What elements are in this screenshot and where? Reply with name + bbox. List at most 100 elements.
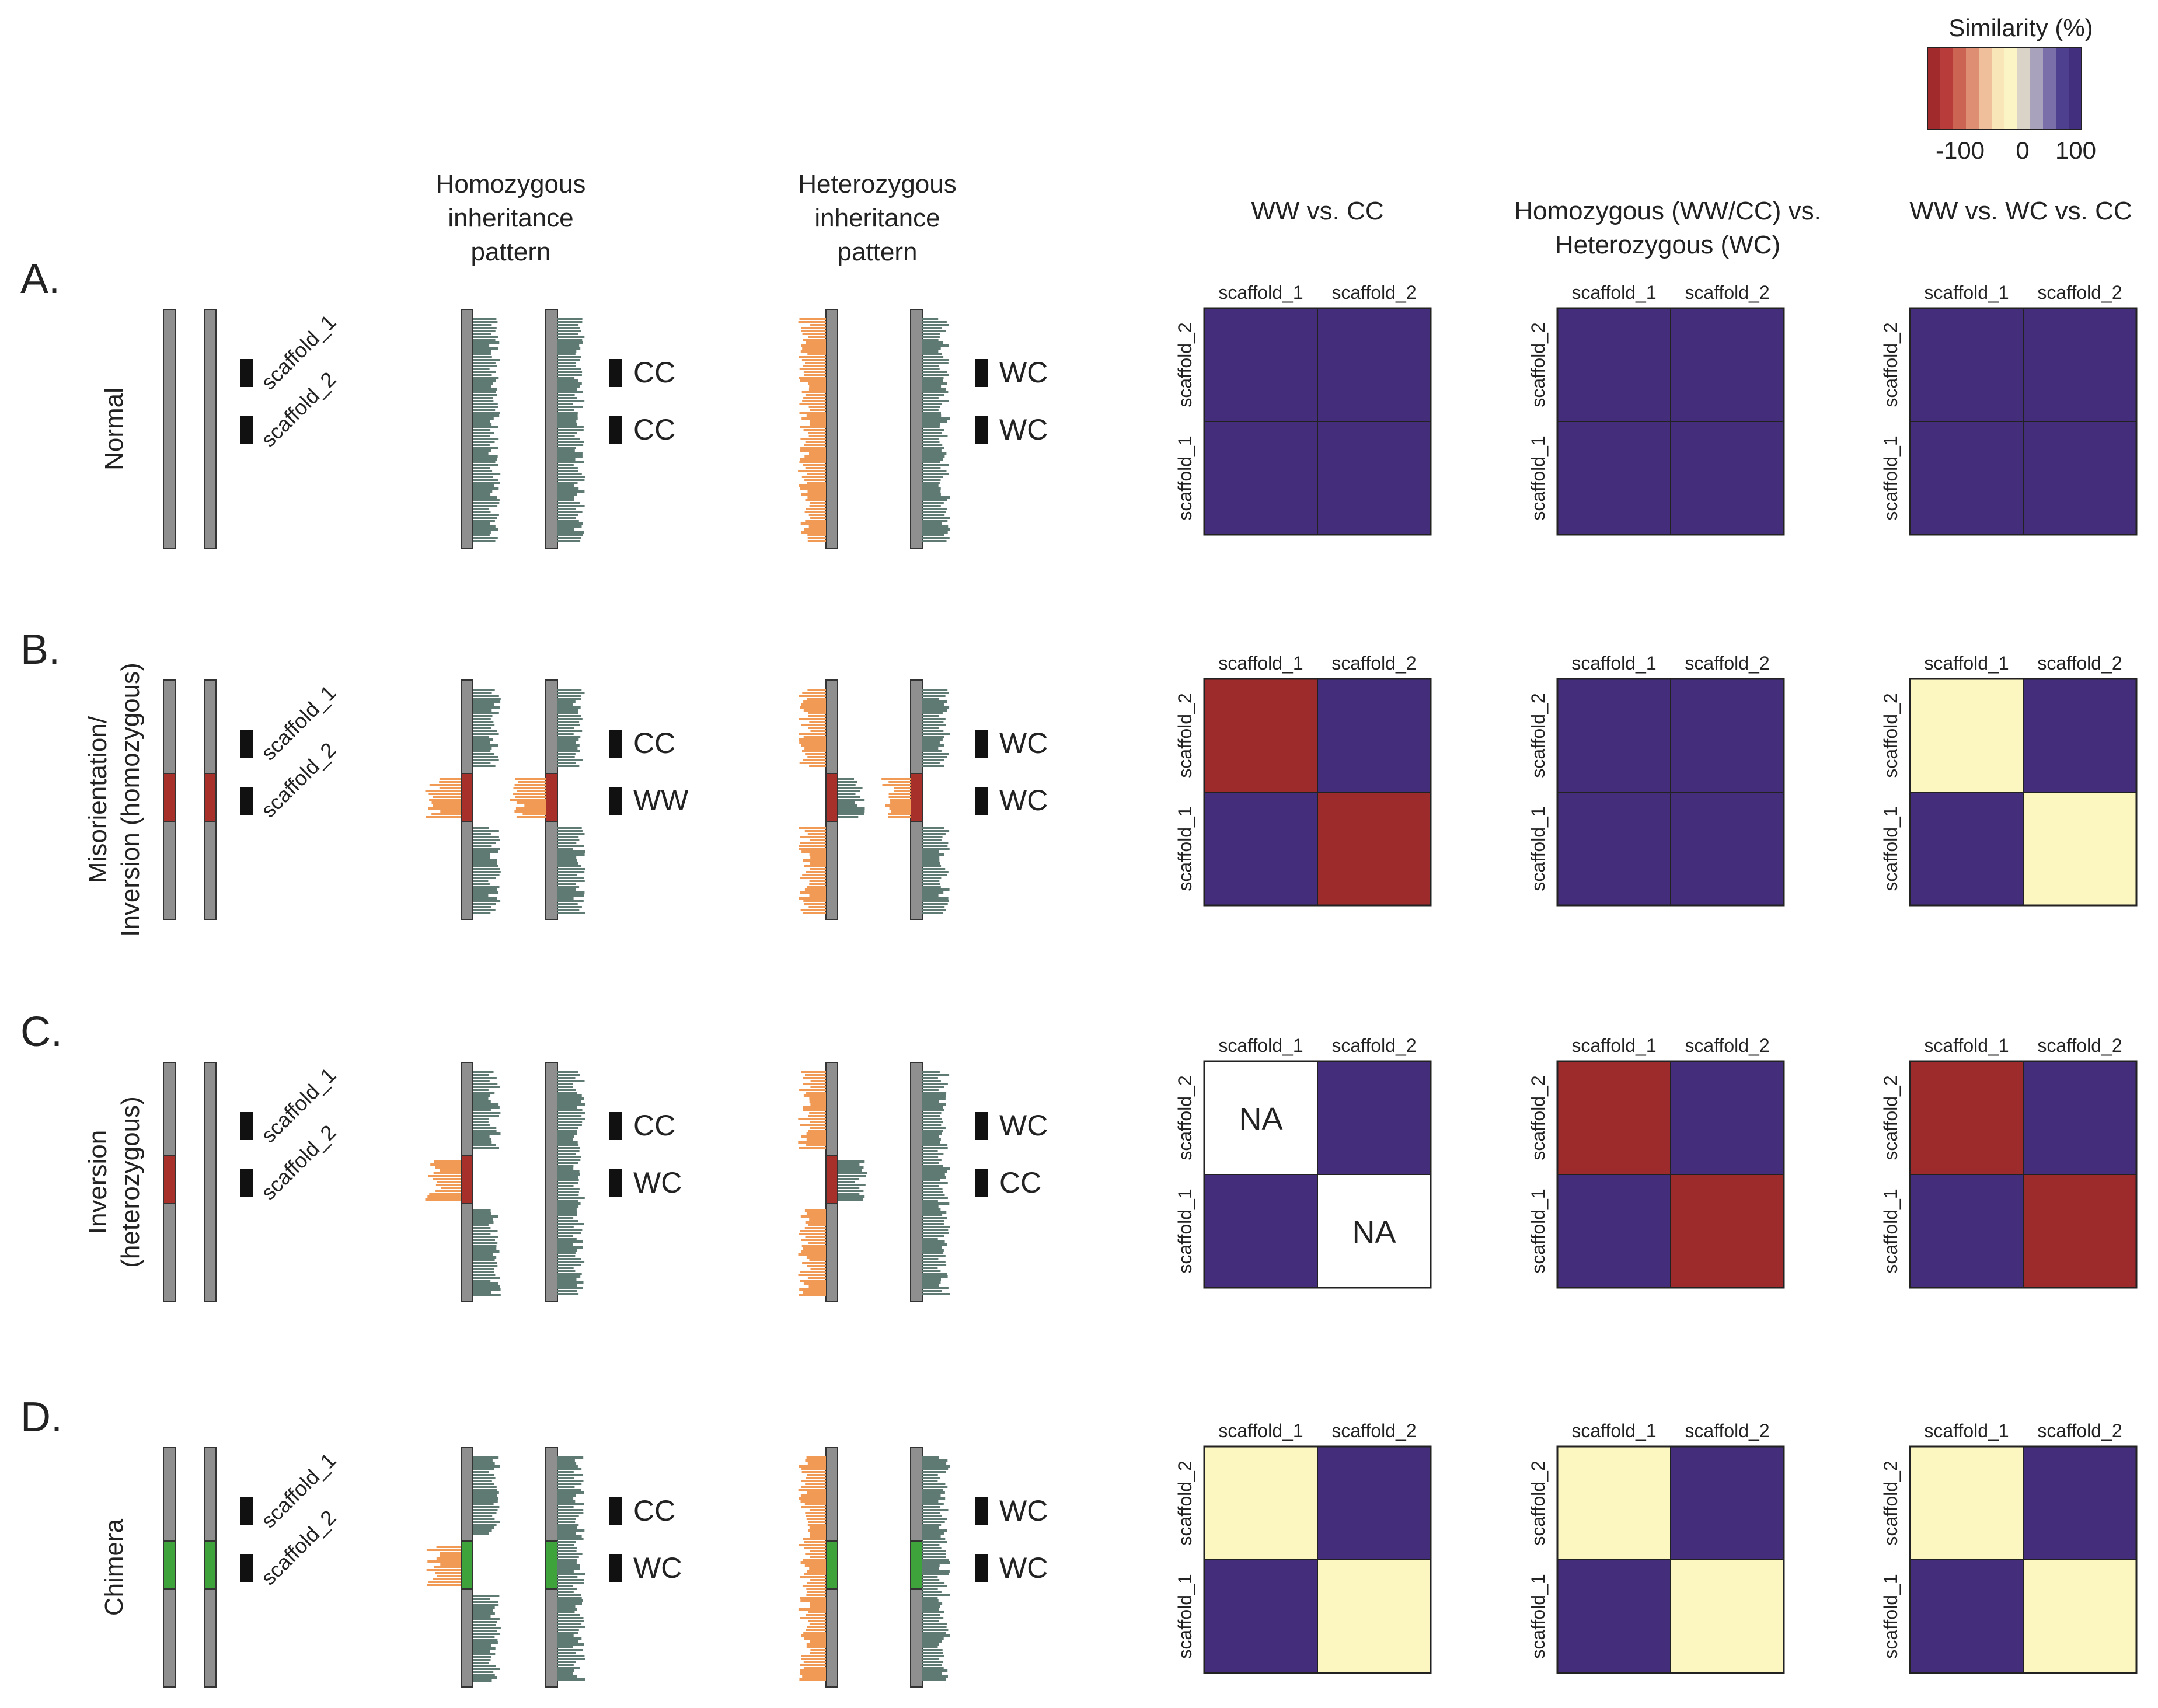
matrix-cell xyxy=(2023,421,2137,535)
hom-chromosome xyxy=(545,309,558,549)
hom-marker xyxy=(609,730,622,758)
matrix-col-label: scaffold_2 xyxy=(1331,282,1416,303)
matrix-cell xyxy=(1317,792,1431,906)
column-header-matrix2: Homozygous (WW/CC) vs. xyxy=(1514,197,1821,225)
hom-reads xyxy=(557,827,585,914)
matrix-col-label: scaffold_1 xyxy=(1924,1035,2009,1056)
matrix-cell xyxy=(1670,678,1784,793)
hom-marker xyxy=(609,1554,622,1582)
het-strand-label: WC xyxy=(999,356,1048,389)
chromosome-left-1-segment xyxy=(163,1155,176,1204)
matrix-row-label: scaffold_2 xyxy=(1174,1460,1195,1545)
matrix-col-label: scaffold_1 xyxy=(1571,1035,1656,1056)
het-reads-crick xyxy=(922,318,950,542)
similarity-matrix: scaffold_1 scaffold_2 scaffold_2 scaffold_1 xyxy=(1174,282,1432,536)
het-reads-watson xyxy=(798,1456,826,1681)
het-chromosome xyxy=(910,309,923,549)
similarity-legend: Similarity (%) -100 0 100 xyxy=(1927,14,2096,164)
matrix-cell xyxy=(1204,1174,1318,1288)
matrix-cell-label: NA xyxy=(1352,1215,1396,1250)
matrix-cell xyxy=(1317,421,1431,535)
hom-chromosome-segment xyxy=(545,1540,558,1590)
het-chromosome-segment xyxy=(825,1155,838,1204)
hom-marker xyxy=(609,359,622,387)
het-chromosome-segment xyxy=(910,773,923,822)
row-letter: A. xyxy=(20,256,60,302)
matrix-cell xyxy=(1557,1174,1671,1288)
het-chromosome-segment xyxy=(825,1540,838,1590)
similarity-matrix: scaffold_1 scaffold_2 scaffold_2 scaffold_1… xyxy=(1174,1035,1432,1289)
similarity-matrix: scaffold_1 scaffold_2 scaffold_2 scaffold_1 xyxy=(1528,1035,1785,1289)
legend-tick: -100 xyxy=(1936,137,1985,164)
matrix-cell xyxy=(2023,1174,2137,1288)
matrix-cell xyxy=(1909,678,2024,793)
het-chromosome xyxy=(825,309,838,549)
legend-swatch xyxy=(2056,48,2069,130)
legend-swatch xyxy=(2030,48,2044,130)
matrix-frame xyxy=(1556,307,1785,536)
hom-reads xyxy=(473,689,501,767)
hom-strand-label: CC xyxy=(633,1109,675,1142)
matrix-frame xyxy=(1556,678,1785,907)
het-strand-label: WC xyxy=(999,1109,1048,1142)
legend-swatch xyxy=(2017,48,2031,130)
hom-chromosome xyxy=(461,309,473,549)
row-2: C.Inversion (heterozygous) scaffold_1scaff… xyxy=(20,1009,2138,1302)
matrix-cell xyxy=(1204,678,1318,793)
matrix-cell xyxy=(1317,678,1431,793)
matrix-col-label: scaffold_1 xyxy=(1218,1035,1303,1056)
similarity-matrix: scaffold_1 scaffold_2 scaffold_2 scaffold_1 xyxy=(1528,653,1785,907)
het-strand-label: WC xyxy=(999,1552,1048,1584)
hom-chromosome-segment xyxy=(545,773,558,822)
column-header-homozygous: inheritance xyxy=(448,204,573,232)
matrix-col-label: scaffold_2 xyxy=(1685,653,1769,674)
hom-reads xyxy=(473,318,501,542)
similarity-matrix: scaffold_1 scaffold_2 scaffold_2 scaffold_1 xyxy=(1880,1035,2138,1289)
matrix-row-label: scaffold_1 xyxy=(1174,1574,1195,1658)
het-reads-crick xyxy=(838,778,865,818)
matrix-col-label: scaffold_1 xyxy=(1924,1420,2009,1441)
chromosome-left-2 xyxy=(204,1062,217,1302)
hom-reads-flipped xyxy=(425,778,461,818)
chromosome-left-1-segment xyxy=(163,1540,176,1590)
matrix-col-label: scaffold_2 xyxy=(1331,653,1416,674)
column-headers: Homozygous inheritance pattern Heterozygous… xyxy=(436,170,2132,266)
matrix-frame xyxy=(1556,1060,1785,1289)
hom-strand-label: CC xyxy=(633,727,675,759)
matrix-col-label: scaffold_2 xyxy=(1685,1420,1769,1441)
het-reads-crick xyxy=(922,1071,950,1295)
matrix-frame xyxy=(1909,678,2138,907)
hom-reads xyxy=(557,689,585,767)
legend-frame xyxy=(1927,47,2082,130)
hom-chromosome-segment xyxy=(461,773,473,822)
matrix-col-label: scaffold_1 xyxy=(1571,1420,1656,1441)
row-label: Misorientation/ xyxy=(83,716,112,883)
matrix-row-label: scaffold_1 xyxy=(1528,1574,1549,1658)
matrix-frame xyxy=(1909,1060,2138,1289)
het-marker xyxy=(975,1554,988,1582)
matrix-cell xyxy=(1557,792,1671,906)
matrix-cell-label: NA xyxy=(1239,1102,1282,1137)
matrix-col-label: scaffold_2 xyxy=(1331,1035,1416,1056)
hom-chromosome-segment xyxy=(461,1540,473,1590)
legend-swatch xyxy=(1992,48,2005,130)
row-1: B. Misorientation/Inversion (homozygous) s… xyxy=(20,626,2138,937)
matrix-row-label: scaffold_1 xyxy=(1528,435,1549,520)
row-label: Normal xyxy=(100,388,128,470)
legend-swatch xyxy=(1966,48,1979,130)
chromosome-left-2 xyxy=(204,309,217,549)
hom-marker xyxy=(609,416,622,444)
matrix-cell xyxy=(1909,1061,2024,1175)
het-reads-crick xyxy=(922,689,950,767)
matrix-cell xyxy=(1557,421,1671,535)
similarity-matrix: scaffold_1 scaffold_2 scaffold_2 scaffold_1 xyxy=(1880,1420,2138,1674)
matrix-cell xyxy=(1670,1559,1784,1674)
hom-reads-flipped xyxy=(510,778,546,818)
matrix-row-label: scaffold_1 xyxy=(1174,806,1195,891)
het-marker xyxy=(975,416,988,444)
het-reads-crick xyxy=(922,1456,950,1681)
matrix-row-label: scaffold_2 xyxy=(1528,693,1549,778)
matrix-row-label: scaffold_2 xyxy=(1528,1460,1549,1545)
column-header-heterozygous: pattern xyxy=(838,238,918,266)
similarity-matrix: scaffold_1 scaffold_2 scaffold_2 scaffold_1 xyxy=(1880,282,2138,536)
